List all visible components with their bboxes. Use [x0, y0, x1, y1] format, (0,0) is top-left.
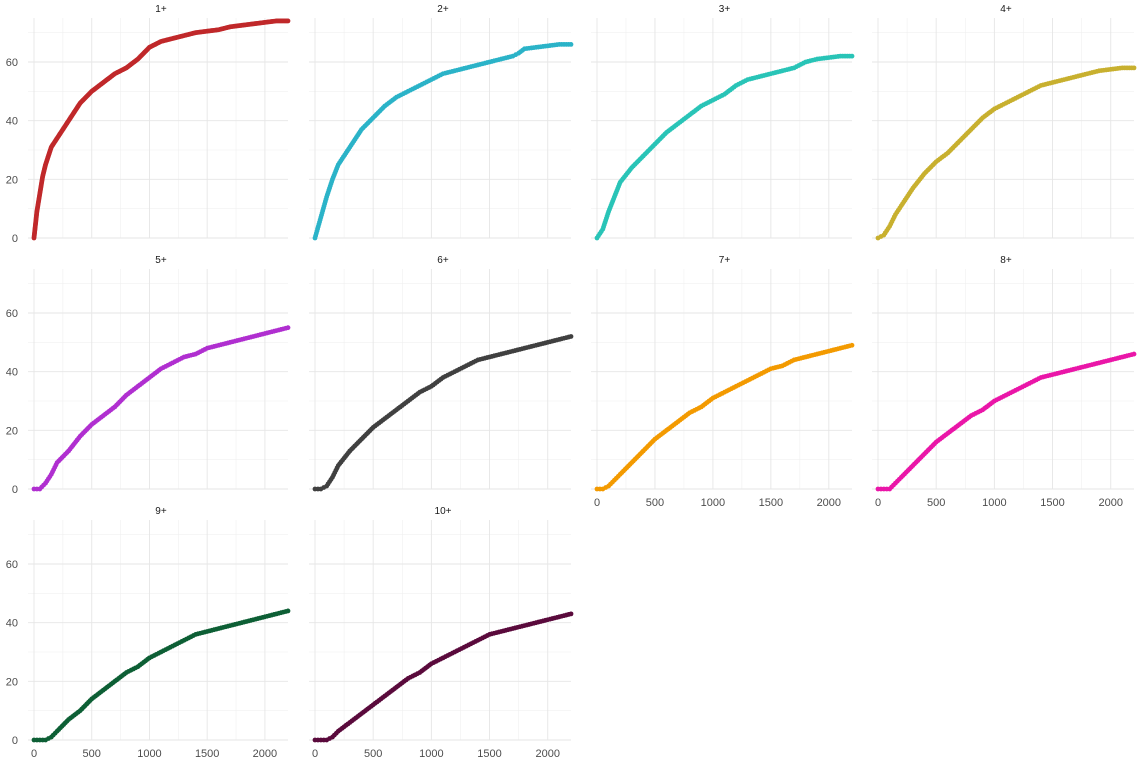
panel-6: 6+: [309, 255, 574, 492]
y-tick-label: 60: [6, 308, 18, 320]
data-point: [285, 608, 291, 614]
data-point: [285, 325, 291, 331]
panel-8: 8+ 0 500 1000 1500 2000: [872, 255, 1137, 509]
panel-title: 10+: [435, 506, 452, 517]
panel-title: 2+: [437, 4, 449, 15]
x-tick-label: 1000: [982, 497, 1006, 509]
data-point: [1131, 351, 1137, 357]
y-tick-label: 40: [6, 618, 18, 630]
x-tick-label: 2000: [817, 497, 841, 509]
x-tick-label: 500: [364, 748, 382, 760]
y-tick-label: 20: [6, 676, 18, 688]
x-tick-label: 2000: [1098, 497, 1122, 509]
panel-title: 8+: [1000, 255, 1012, 266]
y-tick-label: 40: [6, 116, 18, 128]
x-tick-label: 1500: [477, 748, 501, 760]
panel-10: 10+ 0 500 1000 1500 2000: [309, 506, 574, 760]
panel-title: 4+: [1000, 4, 1012, 15]
data-point: [849, 53, 855, 59]
x-tick-label: 1000: [137, 748, 161, 760]
y-tick-label: 20: [6, 174, 18, 186]
panel-4: 4+: [872, 4, 1137, 241]
panel-1: 1+ 0 20 40 60: [6, 4, 291, 245]
panel-5: 5+ 0 20 40 60: [6, 255, 291, 496]
y-tick-label: 0: [12, 735, 18, 747]
panel-9: 9+ 0 20 40 60 0 500 1000 1500 2000: [6, 506, 291, 760]
x-tick-label: 0: [875, 497, 881, 509]
x-tick-label: 1000: [701, 497, 725, 509]
panel-title: 5+: [155, 255, 167, 266]
y-tick-label: 40: [6, 367, 18, 379]
x-tick-label: 1500: [1040, 497, 1064, 509]
x-tick-label: 1500: [759, 497, 783, 509]
panel-title: 7+: [719, 255, 731, 266]
data-point: [568, 611, 574, 617]
data-point: [1131, 65, 1137, 71]
y-tick-label: 60: [6, 57, 18, 69]
x-tick-label: 500: [83, 748, 101, 760]
y-tick-label: 0: [12, 484, 18, 496]
y-tick-label: 60: [6, 559, 18, 571]
panel-3: 3+: [591, 4, 855, 241]
panel-title: 9+: [155, 506, 167, 517]
y-tick-label: 20: [6, 425, 18, 437]
data-point: [285, 18, 291, 24]
data-point: [568, 42, 574, 47]
x-tick-label: 500: [927, 497, 945, 509]
x-tick-label: 1500: [195, 748, 219, 760]
panel-2: 2+: [309, 4, 574, 241]
x-tick-label: 1000: [419, 748, 443, 760]
x-tick-label: 0: [31, 748, 37, 760]
x-tick-label: 500: [646, 497, 664, 509]
x-tick-label: 0: [312, 748, 318, 760]
x-tick-label: 0: [594, 497, 600, 509]
panel-title: 3+: [719, 4, 731, 15]
panel-title: 1+: [155, 4, 167, 15]
y-tick-label: 0: [12, 233, 18, 245]
x-tick-label: 2000: [535, 748, 559, 760]
series-line: [33, 20, 288, 239]
data-point: [568, 334, 574, 339]
data-point: [849, 342, 855, 348]
panel-7: 7+ 0 500 1000 1500 2000: [591, 255, 855, 509]
x-tick-label: 2000: [253, 748, 277, 760]
panel-title: 6+: [437, 255, 449, 266]
